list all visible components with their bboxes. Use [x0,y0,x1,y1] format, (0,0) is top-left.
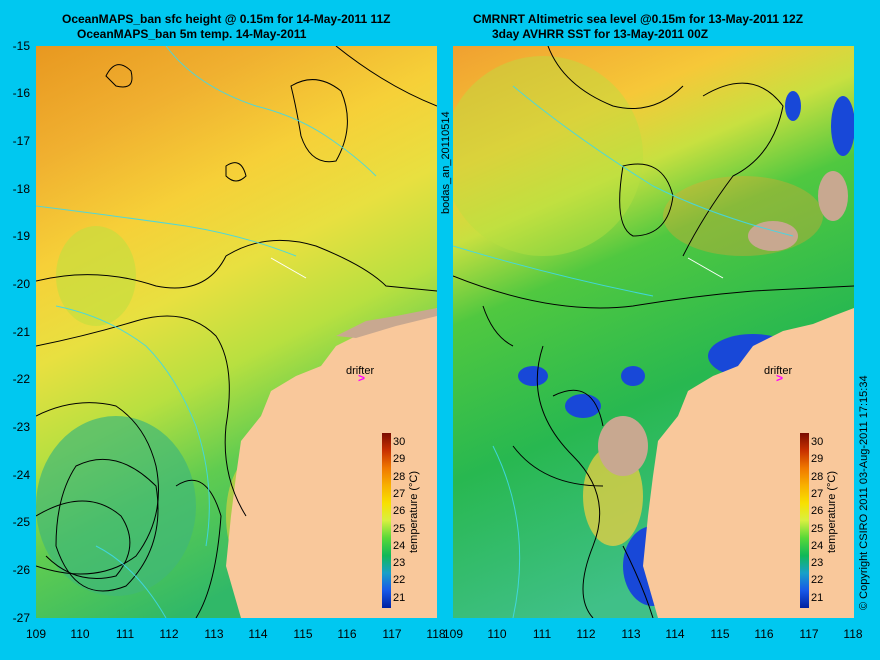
lat-tick: -25 [12,515,30,529]
lon-tick: 117 [799,627,819,641]
colorbar-tick-label: 24 [811,539,824,552]
lon-tick: 109 [25,627,47,641]
lon-tick: 115 [293,627,313,641]
lon-tick: 110 [487,627,507,641]
colorbar-tick-label: 30 [811,436,824,448]
drifter-label: drifter [346,365,375,377]
lat-tick: -19 [12,229,30,243]
lon-tick: 109 [442,627,464,641]
lon-tick: 116 [754,627,774,641]
lat-tick: -17 [12,134,30,148]
analysis-id-label: bodas_an_20110514 [440,111,452,214]
colorbar-tick-label: 25 [811,522,824,535]
lat-tick: -15 [12,39,30,53]
copyright-label: © Copyright CSIRO 2011 03-Aug-2011 17:15… [858,375,870,610]
colorbar-tick-label: 26 [393,505,406,518]
colorbar-tick-label: 24 [393,539,406,552]
right-panel-title: CMRNRT Altimetric sea level @0.15m for 1… [473,12,804,26]
right-map-panel [453,46,854,618]
lon-tick: 111 [115,627,135,641]
lat-tick: -22 [12,372,30,386]
colorbar-tick-label: 28 [393,470,406,483]
lon-tick: 118 [843,627,863,641]
colorbar-tick-label: 26 [811,505,824,518]
colorbar-tick-label: 22 [811,574,824,587]
colorbar-title: temperature (°C) [408,470,420,553]
colorbar-tick-label: 28 [811,470,824,483]
colorbar-tick-label: 27 [393,487,406,500]
colorbar-tick-label: 23 [811,557,824,570]
drifter-label: drifter [764,365,793,377]
drifter-arrow-icon: > [776,371,784,385]
lon-tick: 111 [532,627,552,641]
lon-tick: 113 [621,627,641,641]
right-panel-subtitle: 3day AVHRR SST for 13-May-2011 00Z [492,27,709,41]
lat-tick: -24 [12,468,30,482]
left-panel-subtitle: OceanMAPS_ban 5m temp. 14-May-2011 [77,27,307,41]
lat-tick: -26 [12,563,30,577]
drifter-arrow-icon: > [358,371,366,385]
lon-tick: 114 [665,627,685,641]
colorbar-tick-label: 23 [393,557,406,570]
colorbar-tick-label: 25 [393,522,406,535]
colorbar-tick-label: 22 [393,574,406,587]
left-map-panel [36,46,437,618]
lon-tick: 118 [426,627,446,641]
colorbar-tick-label: 27 [811,487,824,500]
lat-tick: -27 [12,611,30,625]
lon-tick: 110 [70,627,90,641]
colorbar-tick-label: 21 [393,591,406,604]
colorbar-tick-label: 29 [393,453,406,466]
lon-tick: 113 [204,627,224,641]
lon-tick: 116 [337,627,357,641]
colorbar [800,433,809,608]
lon-tick: 115 [710,627,730,641]
lon-tick: 112 [576,627,596,641]
lat-tick: -23 [12,420,30,434]
colorbar-tick-label: 21 [811,591,824,604]
colorbar-tick-label: 30 [393,436,406,448]
lon-tick: 114 [248,627,268,641]
lat-tick: -16 [12,86,30,100]
colorbar-title: temperature (°C) [826,470,838,553]
lat-tick: -20 [12,277,30,291]
lat-tick: -18 [12,182,30,196]
lon-tick: 117 [382,627,402,641]
lon-tick: 112 [159,627,179,641]
lat-tick: -21 [12,325,30,339]
colorbar-tick-label: 29 [811,453,824,466]
colorbar [382,433,391,608]
left-panel-title: OceanMAPS_ban sfc height @ 0.15m for 14-… [62,12,391,26]
